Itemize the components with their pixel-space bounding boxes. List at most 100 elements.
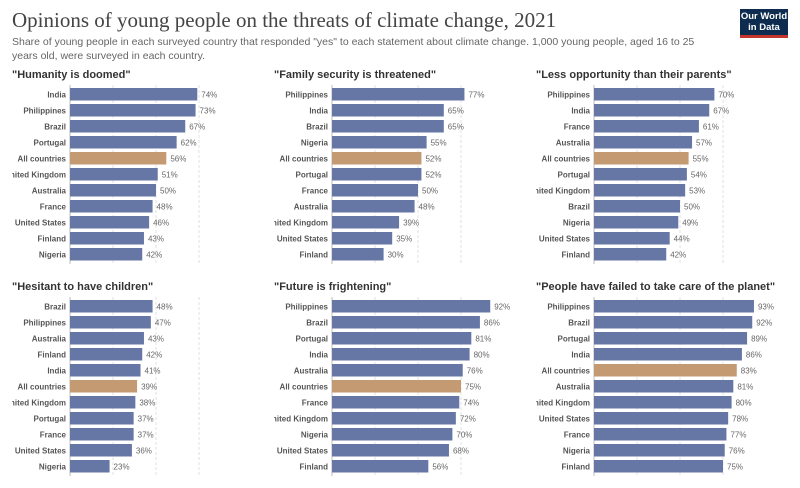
value-label-india: 80% bbox=[474, 350, 490, 359]
bar-france[interactable] bbox=[70, 428, 134, 441]
bar-australia[interactable] bbox=[70, 184, 156, 197]
bar-finland[interactable] bbox=[594, 248, 667, 261]
value-label-philippines: 93% bbox=[758, 302, 774, 311]
bar-brazil[interactable] bbox=[594, 316, 753, 329]
bar-nigeria[interactable] bbox=[594, 216, 679, 229]
bar-united-states[interactable] bbox=[70, 216, 150, 229]
bar-philippines[interactable] bbox=[332, 300, 491, 313]
value-label-philippines: 77% bbox=[468, 90, 484, 99]
logo-line-2: in Data bbox=[748, 22, 780, 33]
bar-chart-future-frightening: Philippines 92% Brazil 86% Portugal 81% India 8… bbox=[274, 297, 510, 476]
bar-portugal[interactable] bbox=[332, 168, 422, 181]
bar-india[interactable] bbox=[70, 364, 141, 377]
value-label-united-kingdom: 80% bbox=[736, 398, 752, 407]
bar-finland[interactable] bbox=[594, 460, 723, 473]
bar-india[interactable] bbox=[70, 88, 198, 101]
bar-india[interactable] bbox=[332, 104, 444, 117]
value-label-nigeria: 70% bbox=[456, 430, 472, 439]
bar-all-countries[interactable] bbox=[594, 152, 689, 165]
bar-nigeria[interactable] bbox=[332, 136, 427, 149]
bar-all-countries[interactable] bbox=[332, 380, 461, 393]
bar-portugal[interactable] bbox=[594, 168, 687, 181]
value-label-united-states: 36% bbox=[136, 446, 152, 455]
bar-australia[interactable] bbox=[332, 200, 415, 213]
bar-united-states[interactable] bbox=[70, 444, 132, 457]
value-label-united-kingdom: 51% bbox=[162, 170, 178, 179]
bar-united-kingdom[interactable] bbox=[332, 412, 456, 425]
bar-portugal[interactable] bbox=[70, 136, 177, 149]
category-label-brazil: Brazil bbox=[568, 318, 590, 327]
bar-finland[interactable] bbox=[332, 460, 429, 473]
category-label-brazil: Brazil bbox=[44, 122, 66, 131]
bar-united-states[interactable] bbox=[332, 444, 449, 457]
value-label-philippines: 47% bbox=[155, 318, 171, 327]
bar-france[interactable] bbox=[332, 396, 460, 409]
bar-philippines[interactable] bbox=[594, 88, 715, 101]
bar-chart-less-opportunity: Philippines 70% India 67% France 61% Australia… bbox=[536, 85, 734, 264]
bar-nigeria[interactable] bbox=[332, 428, 453, 441]
category-label-france: France bbox=[564, 430, 591, 439]
bar-all-countries[interactable] bbox=[70, 152, 167, 165]
owid-logo[interactable]: Our World in Data bbox=[740, 9, 788, 35]
bar-brazil[interactable] bbox=[594, 200, 680, 213]
bar-portugal[interactable] bbox=[332, 332, 472, 345]
bar-france[interactable] bbox=[332, 184, 418, 197]
bar-philippines[interactable] bbox=[70, 104, 196, 117]
bar-united-kingdom[interactable] bbox=[70, 396, 136, 409]
bar-united-kingdom[interactable] bbox=[594, 184, 686, 197]
bar-india[interactable] bbox=[594, 348, 742, 361]
category-label-france: France bbox=[564, 122, 591, 131]
category-label-all-countries: All countries bbox=[542, 154, 591, 163]
bar-portugal[interactable] bbox=[594, 332, 748, 345]
value-label-france: 37% bbox=[138, 430, 154, 439]
bar-portugal[interactable] bbox=[70, 412, 134, 425]
bar-finland[interactable] bbox=[332, 248, 384, 261]
value-label-nigeria: 49% bbox=[682, 218, 698, 227]
bar-france[interactable] bbox=[594, 428, 727, 441]
category-label-nigeria: Nigeria bbox=[301, 138, 329, 147]
category-label-nigeria: Nigeria bbox=[563, 218, 591, 227]
bar-nigeria[interactable] bbox=[594, 444, 725, 457]
panel-hesitant-children: "Hesitant to have children" Brazil 48% Phi… bbox=[12, 281, 270, 481]
bar-france[interactable] bbox=[70, 200, 153, 213]
bar-united-kingdom[interactable] bbox=[594, 396, 732, 409]
bar-philippines[interactable] bbox=[70, 316, 151, 329]
bar-united-states[interactable] bbox=[332, 232, 393, 245]
category-label-all-countries: All countries bbox=[280, 154, 329, 163]
bar-brazil[interactable] bbox=[70, 300, 153, 313]
value-label-united-states: 78% bbox=[732, 414, 748, 423]
bar-australia[interactable] bbox=[594, 380, 734, 393]
bar-nigeria[interactable] bbox=[70, 460, 110, 473]
bar-all-countries[interactable] bbox=[332, 152, 422, 165]
bar-united-kingdom[interactable] bbox=[332, 216, 400, 229]
bar-all-countries[interactable] bbox=[70, 380, 138, 393]
bar-philippines[interactable] bbox=[332, 88, 465, 101]
bar-australia[interactable] bbox=[332, 364, 463, 377]
bar-brazil[interactable] bbox=[332, 316, 480, 329]
category-label-australia: Australia bbox=[32, 334, 67, 343]
bar-brazil[interactable] bbox=[70, 120, 186, 133]
bar-nigeria[interactable] bbox=[70, 248, 143, 261]
value-label-portugal: 62% bbox=[181, 138, 197, 147]
bar-philippines[interactable] bbox=[594, 300, 754, 313]
bar-india[interactable] bbox=[594, 104, 710, 117]
bar-finland[interactable] bbox=[70, 348, 143, 361]
value-label-brazil: 92% bbox=[756, 318, 772, 327]
bar-united-kingdom[interactable] bbox=[70, 168, 158, 181]
value-label-india: 65% bbox=[448, 106, 464, 115]
category-label-australia: Australia bbox=[32, 186, 67, 195]
bar-united-states[interactable] bbox=[594, 232, 670, 245]
bar-india[interactable] bbox=[332, 348, 470, 361]
bar-australia[interactable] bbox=[70, 332, 144, 345]
bar-france[interactable] bbox=[594, 120, 699, 133]
bar-australia[interactable] bbox=[594, 136, 693, 149]
category-label-all-countries: All countries bbox=[18, 382, 67, 391]
bar-brazil[interactable] bbox=[332, 120, 444, 133]
value-label-portugal: 54% bbox=[691, 170, 707, 179]
category-label-finland: Finland bbox=[300, 250, 329, 259]
bar-finland[interactable] bbox=[70, 232, 144, 245]
bar-all-countries[interactable] bbox=[594, 364, 737, 377]
value-label-all-countries: 52% bbox=[425, 154, 441, 163]
panel-less-opportunity: "Less opportunity than their parents" Ph… bbox=[536, 69, 794, 269]
bar-united-states[interactable] bbox=[594, 412, 729, 425]
